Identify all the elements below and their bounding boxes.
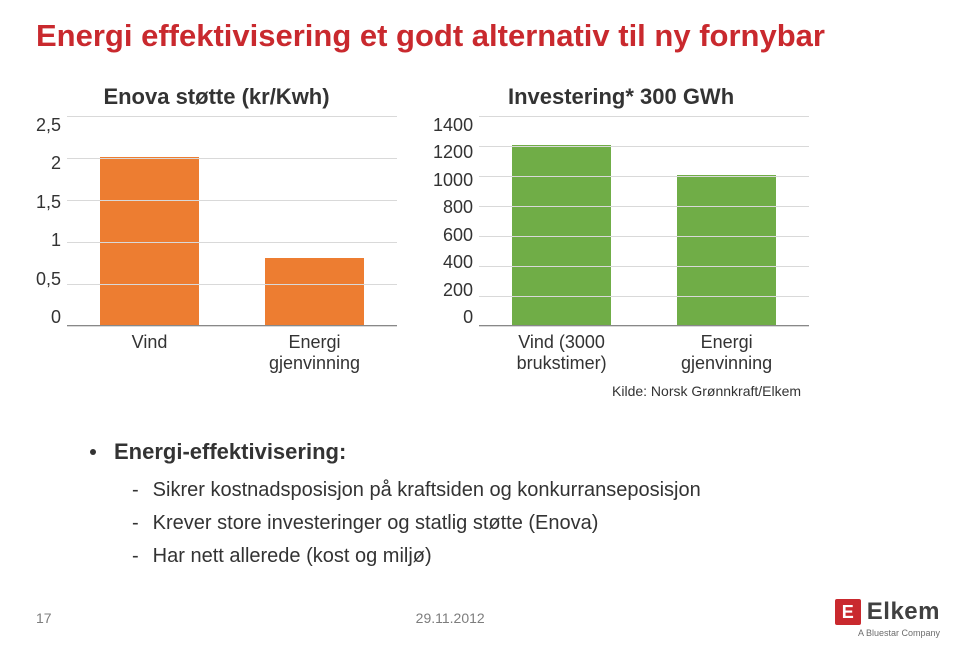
ytick-label: 0: [51, 308, 61, 326]
gridline: [67, 200, 397, 201]
chart-left-yaxis: 2,5 2 1,5 1 0,5 0: [36, 116, 67, 326]
gridline: [67, 284, 397, 285]
footer-left: 17: [36, 610, 66, 626]
logo-e-icon: E: [835, 599, 861, 625]
ytick-label: 1000: [433, 171, 473, 189]
chart-right-source: Kilde: Norsk Grønnkraft/Elkem: [433, 383, 809, 399]
chart-right-yaxis: 1400 1200 1000 800 600 400 200 0: [433, 116, 479, 326]
gridline: [67, 158, 397, 159]
bar: [677, 175, 776, 325]
chart-left-plot: [67, 116, 397, 326]
gridline: [67, 242, 397, 243]
gridline: [479, 206, 809, 207]
logo-text: Elkem: [867, 598, 940, 626]
gridline: [479, 296, 809, 297]
slide-root: Energi effektivisering et godt alternati…: [0, 0, 960, 654]
ytick-label: 2,5: [36, 116, 61, 134]
ytick-label: 1: [51, 231, 61, 249]
ytick-label: 0: [463, 308, 473, 326]
dash-icon: -: [132, 545, 139, 568]
bar: [100, 157, 199, 325]
chart-left: Enova støtte (kr/Kwh) 2,5 2 1,5 1 0,5 0 VindE…: [36, 84, 397, 399]
chart-left-title: Enova støtte (kr/Kwh): [103, 84, 329, 110]
bullet-sub-text: Krever store investeringer og statlig st…: [153, 512, 599, 535]
bullet-main: Energi-effektivisering:: [90, 439, 924, 465]
ytick-label: 0,5: [36, 270, 61, 288]
bar: [512, 145, 611, 325]
ytick-label: 1200: [433, 143, 473, 161]
bullet-list: Energi-effektivisering: -Sikrer kostnads…: [36, 439, 924, 568]
bar: [265, 258, 364, 325]
gridline: [479, 266, 809, 267]
chart-right-area: 1400 1200 1000 800 600 400 200 0 Vind (3000bruk…: [433, 116, 809, 373]
gridline: [479, 176, 809, 177]
xtick-label: Energigjenvinning: [644, 332, 809, 373]
ytick-label: 400: [443, 253, 473, 271]
chart-right-plot: [479, 116, 809, 326]
ytick-label: 1400: [433, 116, 473, 134]
gridline: [67, 326, 397, 327]
ytick-label: 800: [443, 198, 473, 216]
charts-row: Enova støtte (kr/Kwh) 2,521,510,50 VindE…: [36, 84, 924, 399]
page-number: 17: [36, 610, 52, 626]
chart-right-bars: [479, 116, 809, 325]
chart-left-xaxis: VindEnergigjenvinning: [67, 332, 397, 373]
bullet-sub-text: Sikrer kostnadsposisjon på kraftsiden og…: [153, 479, 701, 502]
chart-left-bars: [67, 116, 397, 325]
footer: 17 29.11.2012 E Elkem A Bluestar Company: [36, 598, 940, 638]
bullet-sub-text: Har nett allerede (kost og miljø): [153, 545, 432, 568]
xtick-label: Vind (3000brukstimer): [479, 332, 644, 373]
chart-right-xaxis: Vind (3000brukstimer)Energigjenvinning: [479, 332, 809, 373]
bar-slot: [479, 116, 644, 325]
ytick-label: 2: [51, 154, 61, 172]
ytick-label: 1,5: [36, 193, 61, 211]
bullet-sub: -Krever store investeringer og statlig s…: [132, 512, 924, 535]
chart-right: Investering* 300 GWh 1400 1200 1000 800 600 4…: [433, 84, 809, 399]
chart-left-area: 2,5 2 1,5 1 0,5 0 VindEnergigjenvinning: [36, 116, 397, 373]
dash-icon: -: [132, 512, 139, 535]
xtick-label: Energigjenvinning: [232, 332, 397, 373]
gridline: [479, 146, 809, 147]
dash-icon: -: [132, 479, 139, 502]
bullet-sub: -Sikrer kostnadsposisjon på kraftsiden o…: [132, 479, 924, 502]
bullet-sub: -Har nett allerede (kost og miljø): [132, 545, 924, 568]
gridline: [67, 116, 397, 117]
gridline: [479, 236, 809, 237]
ytick-label: 600: [443, 226, 473, 244]
gridline: [479, 116, 809, 117]
bar-slot: [644, 116, 809, 325]
footer-date: 29.11.2012: [416, 610, 485, 626]
xtick-label: Vind: [67, 332, 232, 373]
bullet-main-text: Energi-effektivisering:: [114, 439, 346, 465]
logo-main: E Elkem: [835, 598, 940, 626]
bar-slot: [232, 116, 397, 325]
logo: E Elkem A Bluestar Company: [835, 598, 940, 638]
slide-title: Energi effektivisering et godt alternati…: [36, 18, 924, 54]
bullet-dot-icon: [90, 449, 96, 455]
chart-right-title: Investering* 300 GWh: [508, 84, 734, 110]
logo-subtitle: A Bluestar Company: [858, 628, 940, 638]
bar-slot: [67, 116, 232, 325]
ytick-label: 200: [443, 281, 473, 299]
gridline: [479, 326, 809, 327]
